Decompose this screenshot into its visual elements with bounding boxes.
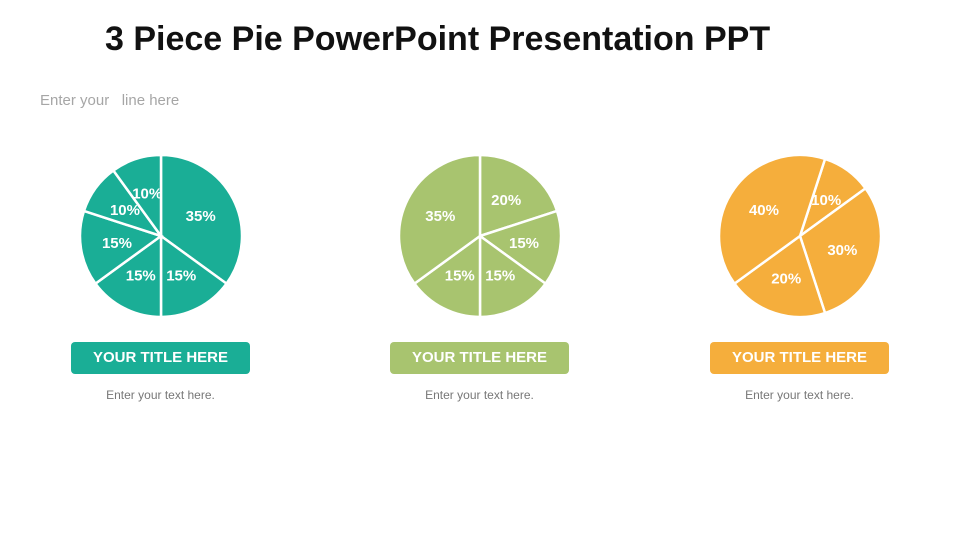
slice-label: 15% [485, 268, 515, 285]
page-subtitle: Enter your line here [40, 92, 180, 109]
slice-label: 40% [749, 202, 779, 219]
pie-block-2: 20% 15% 15% 15% 35% YOUR TITLE HERE Enter yo… [390, 150, 570, 402]
pie-slice [159, 233, 229, 319]
slice-label: 20% [771, 270, 801, 287]
title-button-3[interactable]: YOUR TITLE HERE [710, 342, 889, 374]
pie-slice [732, 233, 827, 319]
slice-label: 10% [110, 202, 140, 219]
title-button-2[interactable]: YOUR TITLE HERE [390, 342, 569, 374]
pie-slice [78, 209, 164, 286]
pie-chart-2: 20% 15% 15% 15% 35% [397, 153, 563, 319]
pie-slice [478, 153, 559, 238]
slice-label: 35% [425, 208, 455, 225]
pie-slice [717, 153, 827, 286]
pie-slice [477, 209, 563, 286]
slice-label: 10% [811, 192, 841, 209]
pie-slice [111, 153, 163, 240]
pie-slice [159, 153, 244, 286]
slice-label: 20% [491, 192, 521, 209]
description-2: Enter your text here. [425, 388, 534, 402]
slice-label: 35% [186, 208, 216, 225]
slice-label: 15% [102, 235, 132, 252]
pie-chart-1: 35% 15% 15% 15% 10%10% [78, 153, 244, 319]
slice-label: 30% [827, 242, 857, 259]
slice-label: 15% [126, 268, 156, 285]
description-3: Enter your text here. [745, 388, 854, 402]
pie-block-1: 35% 15% 15% 15% 10% 10% YOUR TITLE HERE Enter… [71, 150, 251, 402]
description-1: Enter your text here. [106, 388, 215, 402]
slice-label: 15% [509, 235, 539, 252]
pie-slice [93, 233, 163, 319]
pie-slice [798, 186, 883, 315]
pie-slice [412, 233, 482, 319]
slice-label: 15% [445, 268, 475, 285]
pie-chart-3: 10% 30% 20% 40% [717, 153, 883, 319]
title-button-1[interactable]: YOUR TITLE HERE [71, 342, 250, 374]
page-title: 3 Piece Pie PowerPoint Presentation PPT [105, 20, 771, 58]
slice-label: 10% [132, 186, 162, 203]
pie-slice [397, 153, 482, 286]
slice-label: 15% [166, 268, 196, 285]
pie-slice [478, 233, 548, 319]
pie-block-3: 10% 30% 20% 40% YOUR TITLE HERE Enter your … [710, 150, 890, 402]
